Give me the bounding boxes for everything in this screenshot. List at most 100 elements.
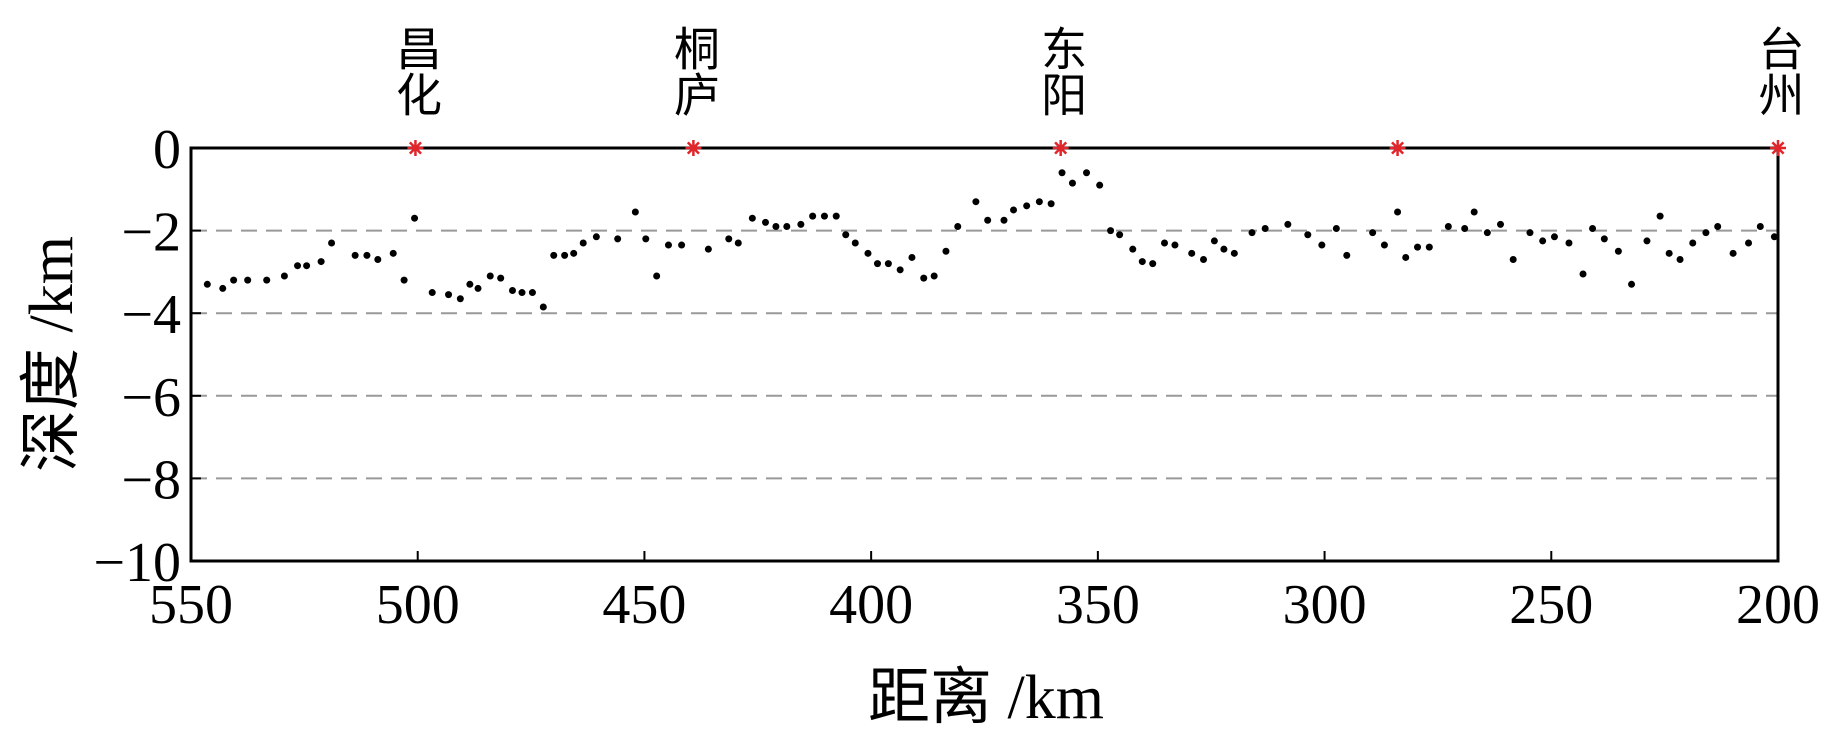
point [389, 249, 397, 257]
station-marker [685, 140, 702, 156]
point [1129, 245, 1137, 253]
point [328, 239, 336, 247]
point [725, 235, 733, 243]
point [1138, 258, 1146, 266]
point [1304, 231, 1312, 239]
point [1035, 198, 1043, 206]
x-tick-label: 300 [1283, 574, 1367, 636]
point [820, 212, 828, 220]
station-label: 桐庐 [668, 25, 719, 117]
point [1550, 233, 1558, 241]
point [942, 247, 950, 255]
station-label: 东阳 [1035, 25, 1086, 117]
point [445, 291, 453, 299]
station-marker [1052, 140, 1069, 156]
point [1083, 169, 1091, 177]
point [884, 260, 892, 268]
point [1188, 249, 1196, 257]
point [1614, 247, 1622, 255]
station-marker [407, 140, 424, 156]
point [954, 222, 962, 230]
point [280, 272, 288, 280]
point [1756, 222, 1764, 230]
point [1600, 235, 1608, 243]
point [1770, 233, 1778, 241]
point [1010, 206, 1018, 214]
point [244, 276, 252, 284]
y-tick-label: −10 [93, 532, 181, 594]
x-tick-label: 400 [829, 574, 913, 636]
point [1745, 239, 1753, 247]
point [486, 272, 494, 280]
point [1425, 243, 1433, 251]
point [1628, 280, 1636, 288]
point [851, 239, 859, 247]
x-tick-label: 500 [376, 574, 460, 636]
point [1248, 229, 1256, 237]
y-tick-label: −2 [121, 202, 181, 264]
point [1261, 225, 1269, 233]
y-tick-label: 0 [153, 119, 181, 181]
point [303, 262, 311, 270]
point [1714, 222, 1722, 230]
point [456, 295, 464, 303]
point [1161, 239, 1169, 247]
point [561, 251, 569, 259]
point [1380, 241, 1388, 249]
point [1107, 227, 1115, 235]
point [528, 289, 536, 297]
point [1565, 239, 1573, 247]
point [896, 266, 904, 274]
point [873, 260, 881, 268]
point [497, 274, 505, 282]
point [1343, 251, 1351, 259]
point [1230, 249, 1238, 257]
point [908, 253, 916, 261]
point [351, 251, 359, 259]
point [1689, 239, 1697, 247]
point [294, 262, 302, 270]
point [1402, 253, 1410, 261]
point [984, 216, 992, 224]
point [411, 214, 419, 222]
point [1096, 181, 1104, 189]
y-axis-label: 深度 /km [18, 236, 86, 472]
point [631, 208, 639, 216]
point [1171, 241, 1179, 249]
point [570, 249, 578, 257]
point [1058, 169, 1066, 177]
point [1470, 208, 1478, 216]
point [1394, 208, 1402, 216]
point [579, 239, 587, 247]
plot-frame [189, 146, 1780, 563]
point [203, 280, 211, 288]
station-marker [1770, 140, 1786, 156]
point [1200, 256, 1208, 264]
point [1539, 237, 1547, 245]
point [664, 241, 672, 249]
point [1579, 270, 1587, 278]
point [1068, 179, 1076, 187]
y-tick-label: −8 [121, 449, 181, 511]
point [1461, 225, 1469, 233]
point [1220, 245, 1228, 253]
point [1483, 229, 1491, 237]
point [1676, 256, 1684, 264]
point [653, 272, 661, 280]
point [772, 222, 780, 230]
y-tick-label: −4 [121, 284, 181, 346]
point [614, 235, 622, 243]
point [972, 198, 980, 206]
point [704, 245, 712, 253]
x-axis-label: 距离 /km [868, 664, 1104, 732]
point [809, 212, 817, 220]
point [842, 231, 850, 239]
point [1729, 249, 1737, 257]
point [832, 212, 840, 220]
point [550, 251, 558, 259]
station-label: 昌化 [390, 25, 441, 117]
point [864, 249, 872, 257]
point [428, 289, 436, 297]
point [474, 284, 482, 292]
